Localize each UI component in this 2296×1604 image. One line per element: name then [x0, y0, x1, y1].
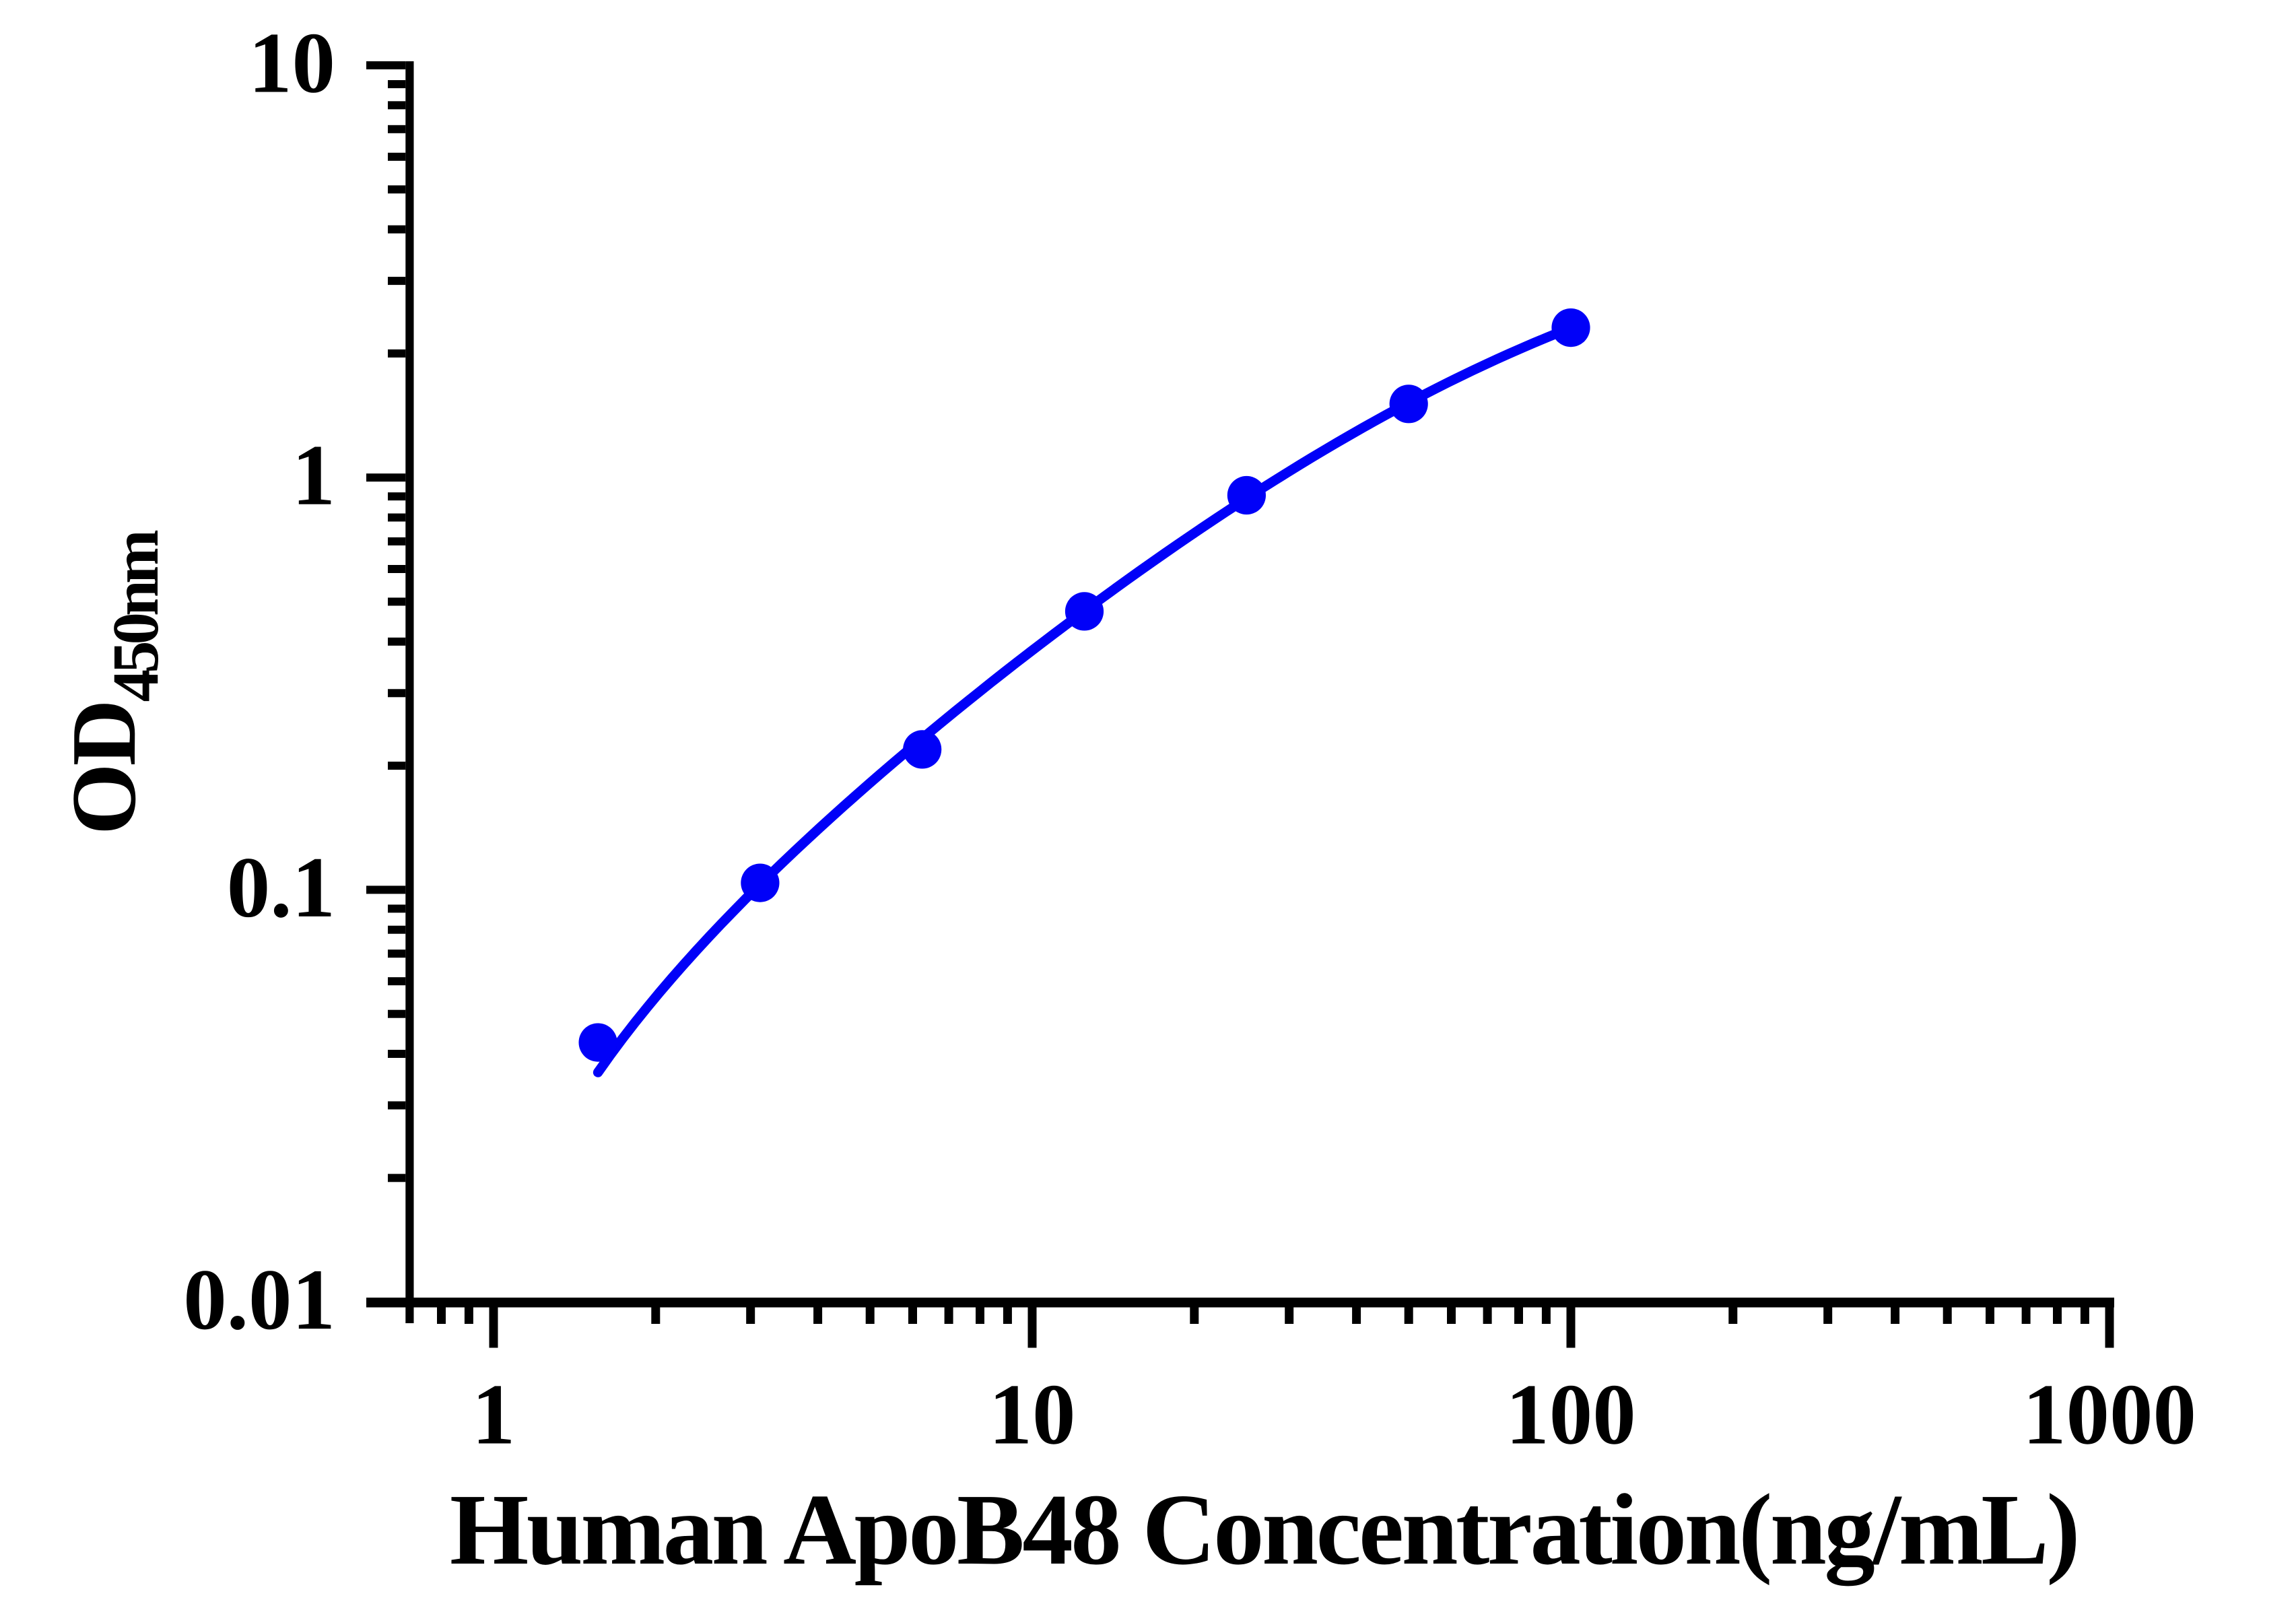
svg-text:Human ApoB48 Concentration(ng/: Human ApoB48 Concentration(ng/mL) [450, 1473, 2078, 1586]
svg-text:0.1: 0.1 [227, 839, 335, 935]
svg-text:100: 100 [1506, 1366, 1636, 1463]
svg-text:0.01: 0.01 [183, 1251, 335, 1347]
svg-text:10: 10 [989, 1366, 1076, 1463]
svg-text:10: 10 [248, 15, 335, 111]
svg-text:1000: 1000 [2023, 1366, 2196, 1463]
svg-text:1: 1 [292, 427, 336, 523]
svg-text:1: 1 [472, 1366, 516, 1463]
